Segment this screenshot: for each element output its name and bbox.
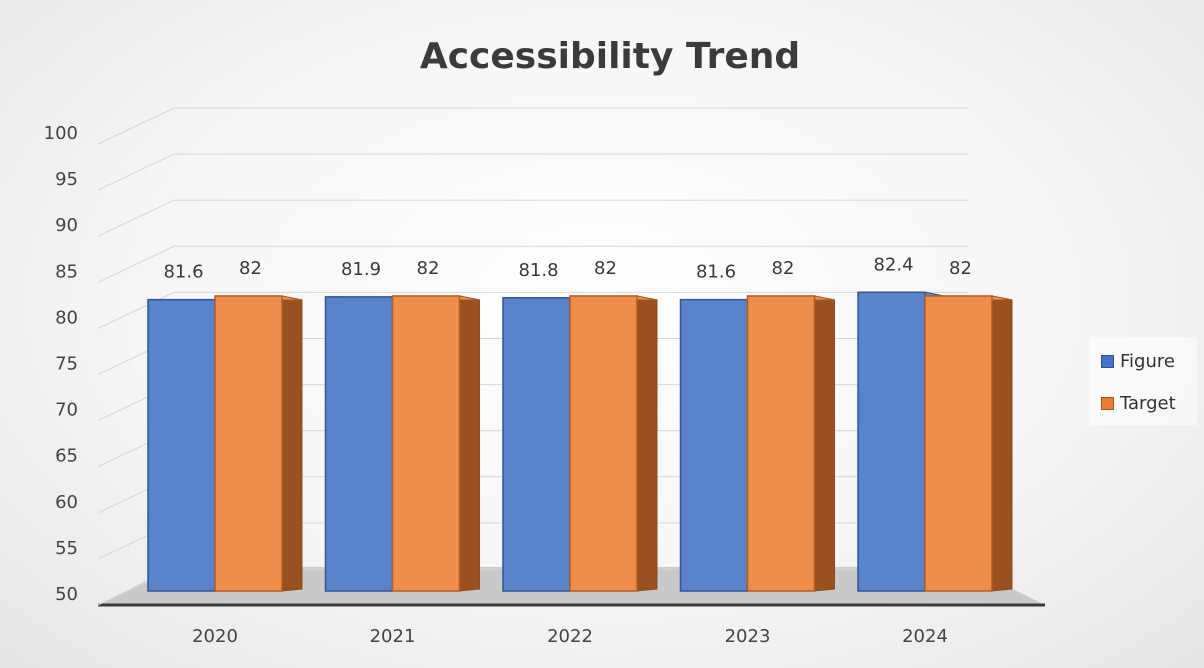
- gridline: [97, 245, 968, 283]
- bar-side: [814, 295, 835, 592]
- bar: [924, 295, 1013, 592]
- data-label: 81.8: [518, 260, 558, 281]
- gridline: [97, 291, 968, 329]
- legend-item-target: Target: [1101, 391, 1176, 415]
- chart-title: Accessibility Trend: [419, 36, 801, 77]
- bar-front: [857, 291, 926, 592]
- legend-label-target: Target: [1120, 392, 1176, 414]
- bar-front: [679, 298, 749, 592]
- data-label: 82: [772, 258, 795, 279]
- gridline: [97, 199, 968, 237]
- x-tick-label: 2024: [902, 626, 948, 647]
- y-tick-label: 80: [55, 307, 78, 328]
- bar-front: [324, 296, 394, 592]
- bar-front: [214, 295, 283, 592]
- y-tick-label: 60: [55, 492, 78, 513]
- y-tick-label: 65: [55, 446, 78, 467]
- bar-front: [569, 295, 638, 592]
- y-tick-label: 85: [55, 261, 78, 282]
- x-tick-label: 2020: [192, 626, 238, 647]
- y-axis: 50 55 60 65 70 75 80 85 90 95 100: [44, 123, 78, 605]
- bar-side: [636, 295, 658, 592]
- data-label: 82: [594, 258, 617, 279]
- bar-side: [459, 295, 480, 592]
- bar: [214, 295, 303, 592]
- y-tick-label: 55: [55, 538, 78, 559]
- bar-front: [502, 297, 571, 592]
- data-label: 81.6: [163, 262, 203, 283]
- gridline: [97, 107, 968, 145]
- bars: [147, 291, 1013, 592]
- gridline: [97, 153, 968, 191]
- x-tick-label: 2022: [547, 626, 593, 647]
- y-tick-label: 100: [44, 123, 78, 144]
- legend-swatch-target: [1101, 396, 1114, 410]
- bar: [391, 295, 480, 592]
- bar: [569, 295, 658, 592]
- x-tick-label: 2021: [370, 626, 416, 647]
- bar-side: [281, 295, 303, 592]
- bar-front: [147, 298, 216, 592]
- x-axis: 2020 2021 2022 2023 2024: [192, 626, 948, 647]
- y-tick-label: 95: [55, 169, 78, 190]
- y-tick-label: 70: [55, 400, 78, 421]
- bar-front: [924, 295, 993, 592]
- bar-front: [746, 295, 816, 592]
- bar-side: [991, 295, 1013, 592]
- legend-label-figure: Figure: [1120, 350, 1175, 372]
- data-label: 81.9: [341, 259, 381, 280]
- x-tick-label: 2023: [725, 626, 771, 647]
- data-label: 82: [417, 258, 440, 279]
- legend-swatch-figure: [1101, 354, 1114, 368]
- bar: [746, 295, 835, 592]
- data-label: 82: [239, 258, 262, 279]
- data-label: 82.4: [873, 254, 913, 275]
- y-tick-label: 90: [55, 215, 78, 236]
- data-label: 81.6: [696, 262, 736, 283]
- y-tick-label: 75: [55, 354, 78, 375]
- legend: Figure Target: [1089, 337, 1197, 425]
- legend-item-figure: Figure: [1101, 349, 1175, 373]
- data-label: 82: [949, 258, 972, 279]
- data-labels: 81.6 82 81.9 82 81.8 82 81.6 82 82.4 82: [163, 254, 971, 282]
- bar-front: [391, 295, 461, 592]
- y-tick-label: 50: [55, 584, 78, 605]
